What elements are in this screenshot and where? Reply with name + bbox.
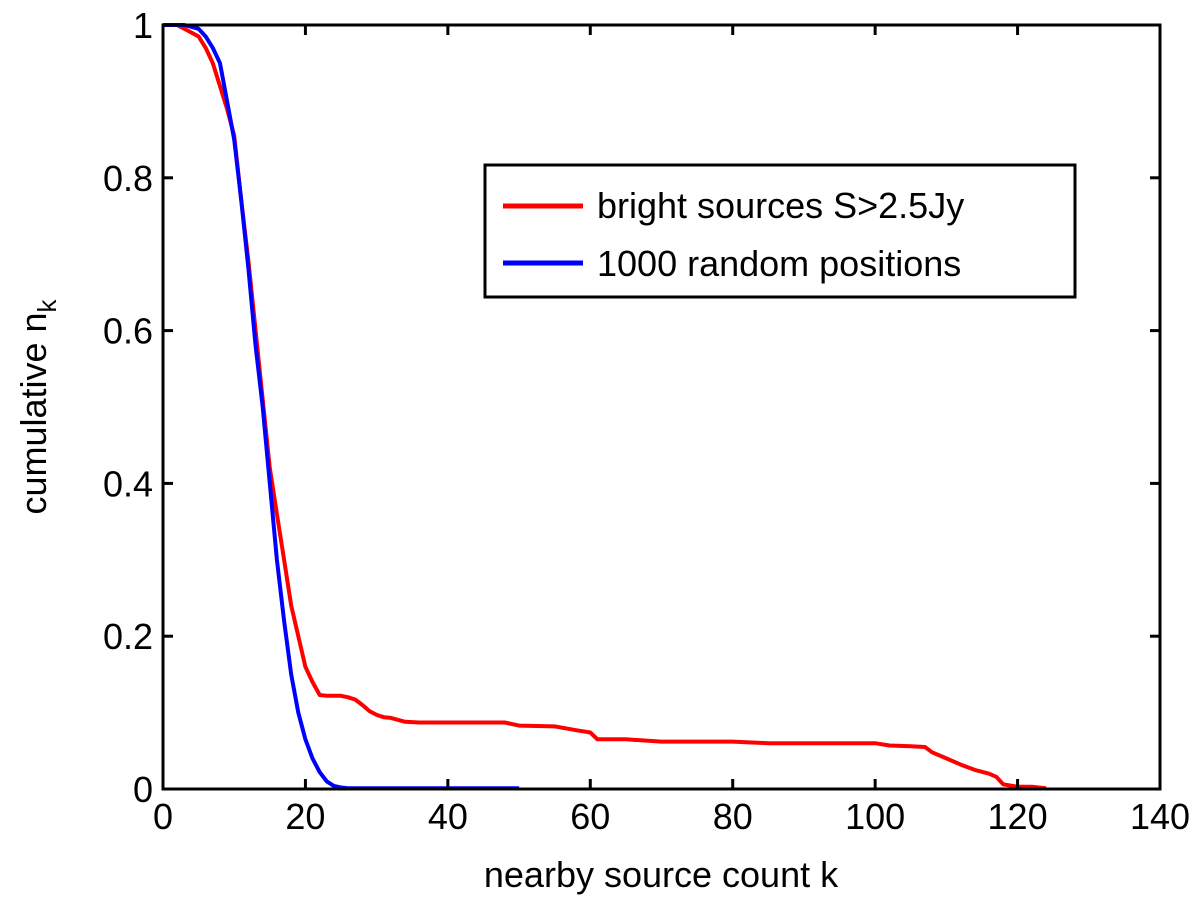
y-tick-label: 0.2: [103, 616, 153, 657]
legend-label-bright-sources: bright sources S>2.5Jy: [597, 185, 964, 226]
y-tick-label: 0.8: [103, 158, 153, 199]
axes-frame: [161, 23, 1162, 791]
legend-label-random-positions: 1000 random positions: [597, 243, 961, 284]
x-tick-label: 0: [153, 796, 173, 837]
y-axis-title-subscript: k: [32, 298, 62, 312]
x-tick-label: 140: [1130, 796, 1190, 837]
y-tick-label: 1: [133, 5, 153, 46]
x-axis-title: nearby source count k: [484, 854, 839, 895]
legend: bright sources S>2.5Jy 1000 random posit…: [483, 163, 1077, 299]
x-tick-label: 60: [570, 796, 610, 837]
x-tick-label: 40: [428, 796, 468, 837]
legend-box: [483, 163, 1077, 299]
tick-labels: 0 20 40 60 80 100 120 140 0 0.2 0.4 0.6 0.8 1: [103, 5, 1190, 837]
y-axis-title-main: cumulative n: [13, 312, 54, 514]
x-tick-label: 80: [713, 796, 753, 837]
y-tick-label: 0.4: [103, 463, 153, 504]
x-tick-label: 100: [845, 796, 905, 837]
x-tick-label: 120: [988, 796, 1048, 837]
y-tick-label: 0: [133, 769, 153, 810]
x-tick-label: 20: [285, 796, 325, 837]
y-axis-title: cumulative nk: [13, 298, 62, 514]
y-tick-label: 0.6: [103, 311, 153, 352]
